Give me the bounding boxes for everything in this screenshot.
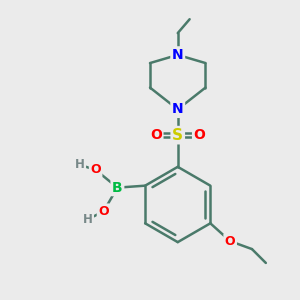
Text: N: N xyxy=(172,102,184,116)
Text: S: S xyxy=(172,128,183,142)
Text: O: O xyxy=(98,205,109,218)
Text: O: O xyxy=(150,128,162,142)
Text: B: B xyxy=(112,181,123,195)
Text: O: O xyxy=(225,235,236,248)
Text: H: H xyxy=(83,213,93,226)
Text: O: O xyxy=(90,163,101,176)
Text: O: O xyxy=(194,128,206,142)
Text: H: H xyxy=(75,158,85,171)
Text: N: N xyxy=(172,48,184,62)
